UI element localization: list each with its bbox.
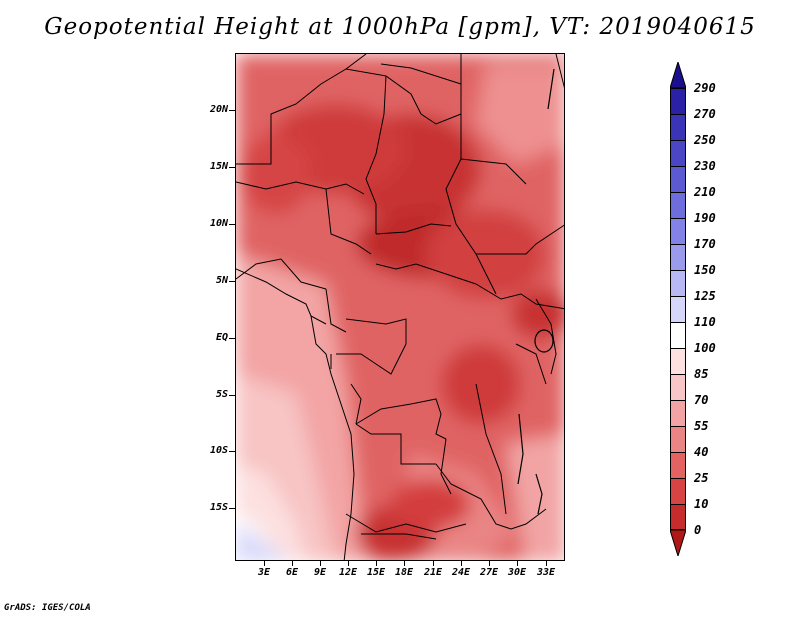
colorbar-segment: [670, 400, 686, 426]
lat-tick: [229, 451, 235, 452]
colorbar-segment: [670, 140, 686, 166]
grads-credit: GrADS: IGES/COLA: [4, 603, 91, 613]
colorbar-segment: [670, 296, 686, 322]
colorbar-label: 125: [694, 289, 716, 303]
colorbar-label: 0: [694, 523, 702, 537]
colorbar-segment: [670, 270, 686, 296]
lat-tick: [229, 508, 235, 509]
lon-label-33e: 33E: [536, 567, 556, 578]
colorbar-segment: [670, 322, 686, 348]
lon-tick: [404, 561, 405, 566]
lon-label-12e: 12E: [338, 567, 358, 578]
colorbar-segment: [670, 426, 686, 452]
lon-tick: [376, 561, 377, 566]
lon-tick: [264, 561, 265, 566]
lat-tick: [229, 110, 235, 111]
lon-tick: [517, 561, 518, 566]
colorbar-segment: [670, 244, 686, 270]
colorbar-label: 290: [694, 81, 716, 95]
country-borders: [236, 54, 564, 560]
colorbar-label: 85: [694, 367, 709, 381]
colorbar-segment: [670, 88, 686, 114]
lat-label-20n: 20N: [209, 104, 228, 115]
colorbar-label: 230: [694, 159, 716, 173]
color-fill-layer: [236, 54, 564, 560]
lat-tick: [229, 224, 235, 225]
lat-label-eq: EQ: [215, 332, 228, 343]
lat-label-10s: 10S: [209, 445, 228, 456]
lon-label-9e: 9E: [313, 567, 327, 578]
colorbar-segment: [670, 166, 686, 192]
lake-outlines: [517, 68, 555, 515]
colorbar-label: 250: [694, 133, 716, 147]
lon-tick: [489, 561, 490, 566]
colorbar-segment: [670, 374, 686, 400]
lon-tick: [320, 561, 321, 566]
colorbar-label: 150: [694, 263, 716, 277]
geopotential-map: [236, 54, 564, 560]
lat-tick: [229, 167, 235, 168]
lat-label-5s: 5S: [215, 389, 228, 400]
lat-tick: [229, 395, 235, 396]
colorbar-segment: [670, 452, 686, 478]
colorbar-segment: [670, 348, 686, 374]
colorbar-segment: [670, 114, 686, 140]
lat-label-5n: 5N: [215, 275, 228, 286]
lon-label-18e: 18E: [394, 567, 414, 578]
lat-label-10n: 10N: [209, 218, 228, 229]
lat-tick: [229, 281, 235, 282]
lon-label-6e: 6E: [285, 567, 299, 578]
colorbar-label: 190: [694, 211, 716, 225]
lon-label-24e: 24E: [451, 567, 471, 578]
colorbar-segment: [670, 192, 686, 218]
colorbar-label: 40: [694, 445, 709, 459]
lat-label-15s: 15S: [209, 502, 228, 513]
lon-label-3e: 3E: [257, 567, 271, 578]
colorbar-label: 70: [694, 393, 709, 407]
lon-tick: [546, 561, 547, 566]
lat-label-15n: 15N: [209, 161, 228, 172]
chart-title: Geopotential Height at 1000hPa [gpm], VT…: [44, 14, 756, 40]
lon-label-27e: 27E: [479, 567, 499, 578]
map-plot-area: [235, 53, 565, 561]
lon-tick: [348, 561, 349, 566]
lon-label-30e: 30E: [507, 567, 527, 578]
colorbar-segment: [670, 478, 686, 504]
colorbar-label: 55: [694, 419, 709, 433]
colorbar-label: 110: [694, 315, 716, 329]
colorbar-label: 170: [694, 237, 716, 251]
lon-label-15e: 15E: [366, 567, 386, 578]
colorbar-segment: [670, 504, 686, 530]
colorbar-label: 10: [694, 497, 709, 511]
colorbar-label: 25: [694, 471, 709, 485]
colorbar-top-triangle: [670, 62, 686, 88]
colorbar-label: 270: [694, 107, 716, 121]
colorbar-label: 210: [694, 185, 716, 199]
colorbar-label: 100: [694, 341, 716, 355]
lon-tick: [461, 561, 462, 566]
colorbar-bottom-triangle: [670, 530, 686, 556]
lon-tick: [292, 561, 293, 566]
lat-tick: [229, 338, 235, 339]
colorbar-segment: [670, 218, 686, 244]
lon-tick: [433, 561, 434, 566]
lon-label-21e: 21E: [423, 567, 443, 578]
